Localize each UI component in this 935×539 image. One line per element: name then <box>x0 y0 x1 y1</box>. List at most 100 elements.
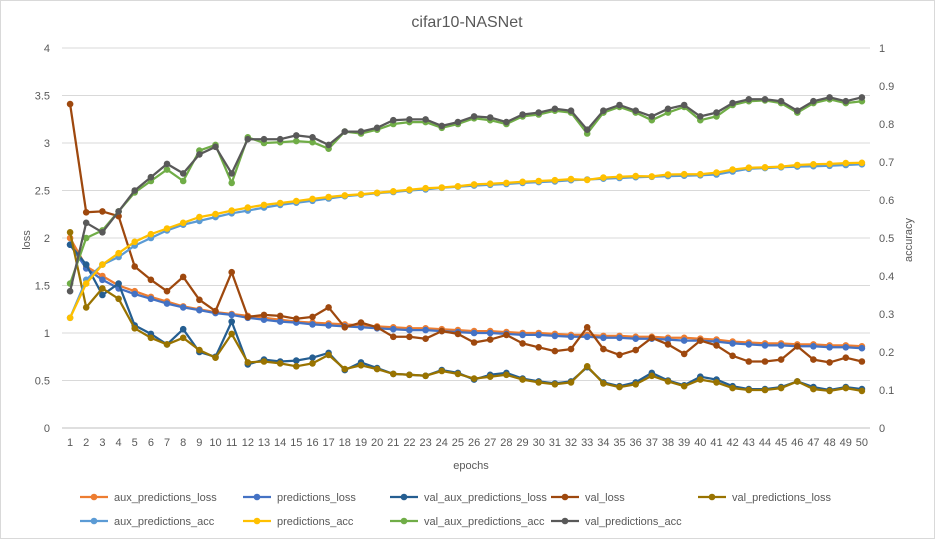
legend-swatch-marker <box>561 517 569 525</box>
data-point <box>680 382 688 390</box>
data-point <box>390 370 397 378</box>
data-point <box>664 341 672 348</box>
data-point <box>777 356 785 363</box>
data-point <box>810 343 817 350</box>
data-point <box>341 128 349 135</box>
data-point <box>309 313 316 321</box>
data-point <box>373 189 381 197</box>
data-point <box>276 199 284 207</box>
x-tick-label: 2 <box>83 437 89 449</box>
data-point <box>519 376 526 383</box>
data-point <box>826 359 833 366</box>
data-point <box>179 219 187 227</box>
x-tick-label: 50 <box>856 437 868 449</box>
data-point <box>697 337 704 344</box>
x-tick-label: 29 <box>516 437 528 449</box>
data-point <box>82 209 90 216</box>
data-point <box>228 268 235 276</box>
data-point <box>713 342 720 349</box>
y-tick-label-left: 1.5 <box>35 281 50 293</box>
data-point <box>519 178 526 186</box>
data-point <box>390 333 397 341</box>
x-tick-label: 46 <box>791 437 803 449</box>
data-point <box>422 184 429 192</box>
data-point <box>163 166 171 173</box>
x-tick-label: 24 <box>436 437 448 449</box>
data-point <box>163 225 171 232</box>
data-point <box>131 263 138 270</box>
data-point <box>583 333 591 341</box>
data-point <box>519 111 526 118</box>
x-tick-label: 11 <box>226 437 237 449</box>
data-point <box>503 331 510 339</box>
data-point <box>293 197 300 205</box>
y-axis-label-right: accuracy <box>903 217 915 262</box>
data-point <box>309 354 316 362</box>
x-tick-label: 9 <box>196 437 202 449</box>
data-point <box>276 318 284 325</box>
data-point <box>794 161 801 169</box>
data-point <box>454 118 462 126</box>
data-point <box>82 261 90 268</box>
data-point <box>745 96 753 103</box>
data-point <box>486 180 494 187</box>
data-point <box>390 188 397 195</box>
data-point <box>600 334 607 342</box>
data-point <box>551 347 559 355</box>
data-point <box>600 380 607 387</box>
data-point <box>228 170 235 177</box>
legend-label: val_aux_predictions_acc <box>424 516 545 528</box>
legend-item: val_loss <box>551 492 625 504</box>
data-point <box>858 358 866 365</box>
x-tick-label: 20 <box>371 437 383 449</box>
legend: aux_predictions_loss predictions_loss val_… <box>80 492 832 528</box>
data-point <box>567 379 575 386</box>
data-point <box>309 138 316 146</box>
data-point <box>664 336 672 343</box>
data-point <box>341 192 349 199</box>
data-point <box>341 365 349 373</box>
x-tick-label: 44 <box>759 437 771 449</box>
x-tick-label: 1 <box>67 437 73 449</box>
data-point <box>600 107 607 114</box>
legend-item: val_predictions_acc <box>551 516 682 528</box>
data-point <box>422 372 429 380</box>
legend-item: predictions_loss <box>243 492 356 504</box>
chart-title: cifar10-NASNet <box>411 14 523 31</box>
data-point <box>454 370 462 378</box>
x-tick-label: 30 <box>533 437 545 449</box>
data-point <box>535 379 542 386</box>
y-tick-label-right: 0.5 <box>879 233 894 245</box>
x-tick-label: 49 <box>840 437 852 449</box>
data-point <box>244 135 252 143</box>
data-point <box>357 362 365 369</box>
data-point <box>325 304 332 311</box>
data-point <box>115 208 122 215</box>
x-tick-label: 45 <box>775 437 787 449</box>
x-tick-label: 47 <box>807 437 819 449</box>
legend-item: val_predictions_loss <box>698 492 832 504</box>
data-point <box>66 229 74 236</box>
data-point <box>196 296 203 304</box>
x-tick-label: 26 <box>468 437 480 449</box>
data-point <box>293 132 300 139</box>
data-point <box>325 351 332 359</box>
data-point <box>147 173 155 181</box>
legend-label: aux_predictions_acc <box>114 516 215 528</box>
data-point <box>373 365 381 373</box>
data-point <box>228 207 235 214</box>
data-point <box>66 314 74 322</box>
series-predictions-loss <box>66 241 866 352</box>
data-point <box>535 331 542 339</box>
data-point <box>196 346 203 354</box>
data-point <box>729 99 736 107</box>
y-tick-label-right: 0.6 <box>879 195 894 207</box>
data-point <box>422 116 429 123</box>
data-point <box>309 195 316 203</box>
data-point <box>777 97 785 105</box>
data-point <box>810 97 817 105</box>
data-point <box>794 343 801 350</box>
data-point <box>357 191 365 198</box>
data-point <box>99 261 106 268</box>
data-point <box>373 324 381 331</box>
